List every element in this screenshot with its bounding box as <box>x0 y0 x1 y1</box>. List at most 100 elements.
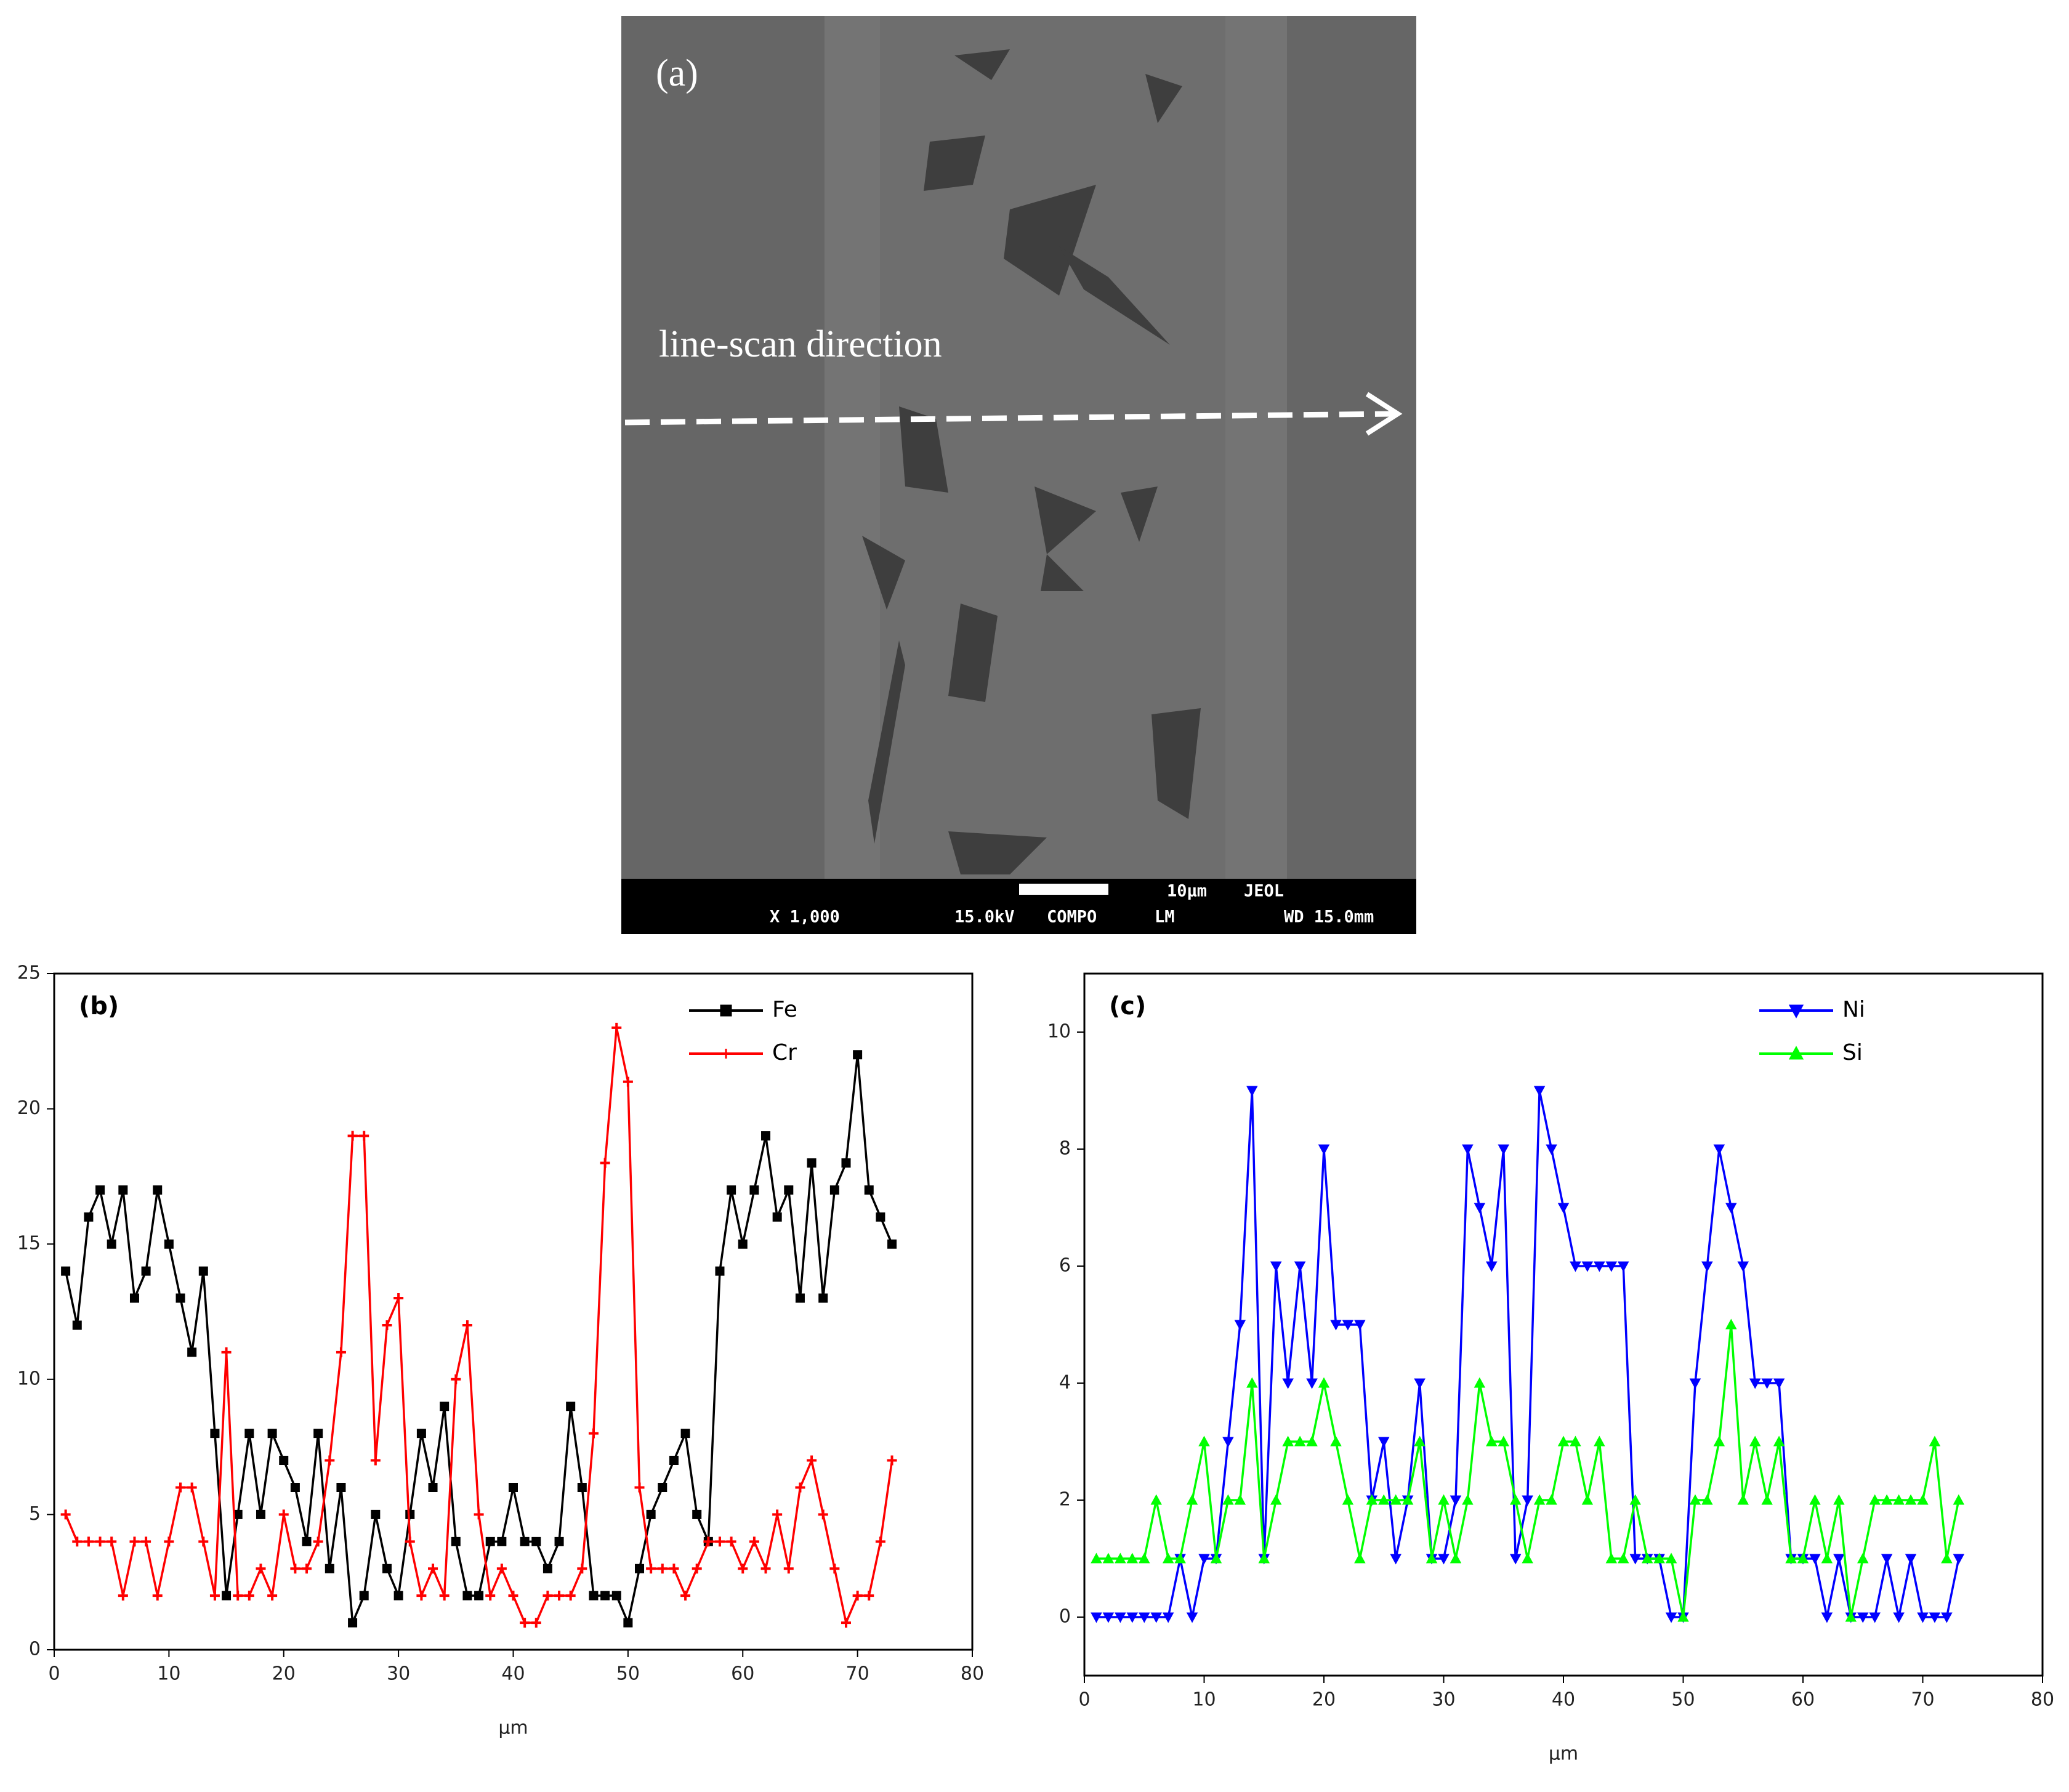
data-point <box>1509 1554 1522 1565</box>
data-point <box>1821 1552 1833 1564</box>
data-point <box>382 1320 392 1330</box>
data-point <box>577 1564 587 1574</box>
data-point <box>1833 1554 1845 1565</box>
data-point <box>164 1239 174 1249</box>
data-point <box>1091 1552 1102 1564</box>
chart: 0 10 20 30 40 50 60 70 80 0 5 10 15 20 25 µm (b) Fe Cr <box>17 963 984 1739</box>
data-point <box>141 1266 151 1276</box>
data-point <box>267 1429 277 1439</box>
data-point <box>1641 1552 1653 1564</box>
data-point <box>714 1536 725 1547</box>
data-point <box>1725 1203 1737 1214</box>
data-point <box>864 1185 874 1195</box>
data-point <box>783 1564 794 1574</box>
arrow-head <box>1365 392 1403 436</box>
data-point <box>829 1185 839 1195</box>
data-point <box>1162 1552 1174 1564</box>
data-point <box>1869 1494 1881 1505</box>
data-point <box>129 1536 140 1547</box>
data-point <box>600 1591 610 1600</box>
data-point <box>577 1482 587 1492</box>
data-point <box>1115 1612 1126 1623</box>
data-point <box>1498 1435 1509 1447</box>
data-point <box>1498 1144 1509 1155</box>
data-point <box>1222 1494 1234 1505</box>
data-point <box>853 1050 863 1060</box>
data-point <box>1186 1612 1198 1623</box>
data-point <box>302 1536 312 1546</box>
data-point <box>1773 1378 1785 1389</box>
data-point <box>1378 1494 1390 1505</box>
data-point <box>1929 1612 1941 1623</box>
data-point <box>1270 1494 1282 1505</box>
data-point <box>1330 1435 1342 1447</box>
detector: LM <box>1155 908 1175 927</box>
data-point <box>256 1564 266 1574</box>
data-point <box>1749 1435 1761 1447</box>
data-point <box>566 1402 576 1411</box>
data-point <box>1210 1552 1222 1564</box>
x-tick-label: 30 <box>1432 1689 1455 1711</box>
data-point <box>841 1618 851 1628</box>
data-point <box>382 1564 392 1573</box>
data-point <box>1474 1377 1486 1388</box>
data-point <box>795 1482 805 1493</box>
data-point <box>1953 1494 1965 1505</box>
data-point <box>175 1482 186 1493</box>
x-tick-label: 80 <box>961 1663 984 1685</box>
data-point <box>852 1591 863 1601</box>
data-point <box>1294 1261 1306 1272</box>
data-point <box>1366 1494 1378 1505</box>
data-point <box>1809 1554 1821 1565</box>
chart: 0 10 20 30 40 50 60 70 80 0 2 4 6 8 10 µm (c) Ni Si <box>1047 972 2054 1765</box>
data-point <box>1258 1552 1270 1564</box>
data-point <box>1689 1378 1701 1389</box>
data-point <box>1653 1552 1665 1564</box>
data-point <box>1881 1554 1893 1565</box>
data-point <box>818 1509 828 1520</box>
data-point <box>1857 1552 1869 1564</box>
data-point <box>1342 1494 1354 1505</box>
data-point <box>1905 1494 1917 1505</box>
x-tick-label: 50 <box>616 1663 640 1685</box>
data-point <box>1474 1203 1486 1214</box>
data-point <box>244 1591 254 1601</box>
x-tick-label: 10 <box>157 1663 180 1685</box>
data-point <box>290 1482 300 1492</box>
data-point <box>267 1591 278 1601</box>
data-point <box>1533 1494 1546 1505</box>
data-point <box>1282 1435 1294 1447</box>
x-tick-label: 20 <box>272 1663 296 1685</box>
data-point <box>1174 1552 1186 1564</box>
y-tick-label: 0 <box>1059 1606 1071 1628</box>
x-tick-label: 60 <box>1791 1689 1815 1711</box>
data-point <box>876 1212 885 1222</box>
data-point <box>1821 1612 1833 1623</box>
data-point <box>1150 1612 1162 1623</box>
data-point <box>84 1212 94 1222</box>
data-point <box>462 1320 472 1330</box>
data-point <box>1270 1261 1282 1272</box>
data-point <box>841 1158 851 1168</box>
data-point <box>1318 1144 1330 1155</box>
data-point <box>738 1564 748 1574</box>
data-point <box>1845 1611 1857 1622</box>
data-point <box>887 1455 897 1466</box>
sem-image: 10µm JEOL X 1,000 15.0kV COMPO LM WD 15.… <box>621 16 1416 934</box>
data-point <box>1115 1552 1126 1564</box>
x-tick-label: 70 <box>1911 1689 1934 1711</box>
sem-region <box>1287 16 1416 879</box>
sem-region <box>621 16 825 879</box>
data-point <box>210 1429 220 1439</box>
data-point <box>1785 1552 1797 1564</box>
data-point <box>496 1564 507 1574</box>
data-point <box>531 1536 541 1546</box>
data-point <box>1881 1494 1893 1505</box>
x-tick-label: 40 <box>1552 1689 1575 1711</box>
sem-info-bar <box>621 879 1416 934</box>
legend-marker <box>720 1004 732 1017</box>
data-point <box>749 1536 759 1547</box>
x-tick-label: 20 <box>1312 1689 1336 1711</box>
data-point <box>508 1591 518 1601</box>
x-axis-label: µm <box>498 1717 528 1739</box>
